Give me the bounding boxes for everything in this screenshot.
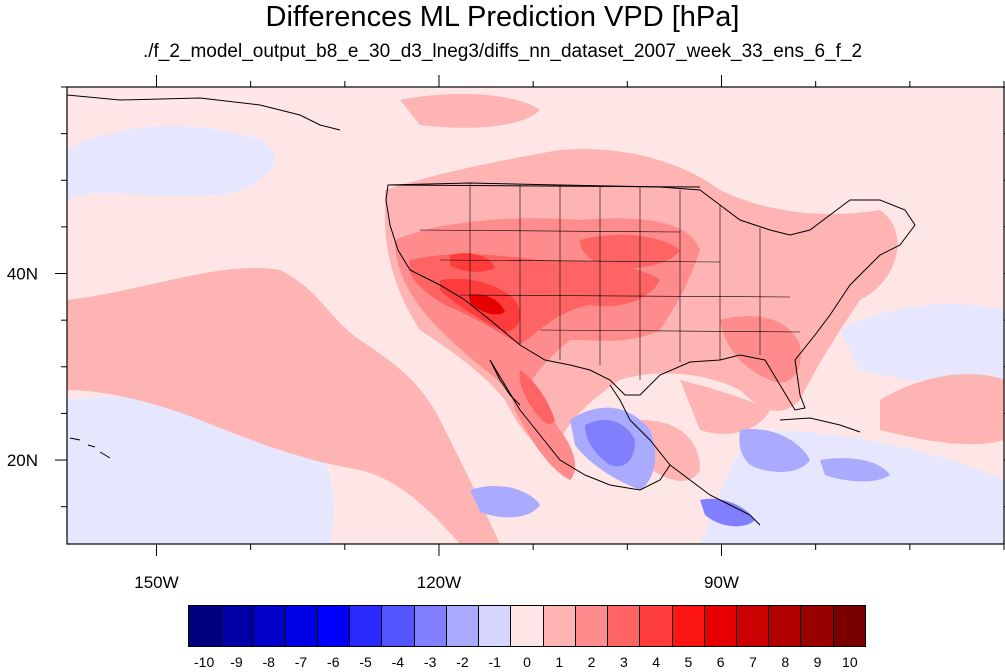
colorbar-swatch [414,606,447,646]
y-tick-label: 20N [7,451,38,470]
colorbar-swatch [285,606,318,646]
colorbar-label: -4 [391,654,405,670]
colorbar-swatch [640,606,673,646]
ocean-light-blue-region-north [67,126,275,200]
atlantic-pink-region [880,374,1004,445]
colorbar-label: -7 [294,654,308,670]
nevada-strong-red-patch [450,253,495,272]
colorbar-label: -3 [423,654,437,670]
mexico-salmon-strip [500,360,576,480]
colorbar-label: -5 [359,654,372,670]
colorbar-label: -6 [327,654,340,670]
colorbar-swatch [446,606,480,646]
colorbar-label: 8 [781,654,790,670]
great-plains-red-patch [580,234,680,269]
caribbean-pink-region [640,420,700,481]
coastlines [66,94,916,526]
map-title: Differences ML Prediction VPD [hPa] [265,1,740,33]
colorbar-swatch [253,606,286,646]
colorbar-swatch [704,606,737,646]
cuba-outline [779,417,861,433]
baja-outline [489,359,521,406]
baja-red-strip [519,370,555,425]
colorbar-label: 6 [716,654,725,670]
central-america-outline [669,464,761,526]
map-field [67,87,1004,544]
us-outline [385,182,916,411]
hawaii-islands [69,437,111,459]
southeast-salmon-region [720,316,801,383]
colorbar-swatch [511,606,544,646]
ocean-light-blue-region-east [840,304,1004,385]
pacific-blue-patch [470,485,540,518]
colorbar-swatch [479,606,512,646]
colorbar-label: -2 [456,654,469,670]
north-pacific-pink-patch [400,93,540,128]
alaska-coast [66,94,341,131]
state-lines [419,183,801,380]
mexico-mid-blue-core [585,420,635,467]
colorbar-label: -8 [262,654,275,670]
colorbar-label: 2 [587,654,596,670]
axis-ticks [55,75,1005,556]
colorbar-swatch [672,606,705,646]
colorbar-label: 5 [684,654,693,670]
colorbar-swatch [317,606,351,646]
panama-blue-patch [700,498,755,527]
colorbar-swatch [382,606,415,646]
x-tick-label: 120W [417,573,461,592]
colorbar-label: 3 [619,654,628,670]
x-tick-label: 90W [704,573,739,592]
colorbar-label: 7 [749,654,757,670]
colorbar-label: 0 [523,654,531,670]
colorbar-label: 4 [652,654,661,670]
y-tick-label: 40N [7,265,38,284]
colorbar-label: -9 [230,654,243,670]
colorbar-label: 10 [842,654,858,670]
colorbar-swatch [801,606,834,646]
colorbar-swatch [769,606,802,646]
deep-red-hotspot [470,294,505,315]
central-america-blue-patch [739,429,810,472]
x-tick-label: 150W [134,573,178,592]
caribbean-blue-patch [820,458,890,482]
colorbar-swatch [575,606,609,646]
colorbar-swatch [189,606,222,646]
gulf-pink-region [680,380,770,434]
colorbar-label: -1 [488,654,501,670]
colorbar-label: 9 [813,654,822,670]
colorbar-swatch [221,606,254,646]
axis-tick-labels: 150W 120W 90W 40N 20N [7,265,739,592]
colorbar-label: 1 [555,654,564,670]
colorbar-swatch [608,606,641,646]
southwest-red-region [409,254,660,345]
colorbar [188,605,866,647]
canada-border [387,184,701,188]
map-subtitle: ./f_2_model_output_b8_e_30_d3_lneg3/diff… [142,41,863,62]
colorbar-swatch [833,606,865,646]
map-frame [66,86,1005,545]
colorbar-swatch [350,606,383,646]
colorbar-swatch [543,606,576,646]
vpd-difference-map: 150W 120W 90W 40N 20N [7,75,1005,592]
colorbar-label: -10 [194,654,215,670]
mexico-outline [489,359,671,491]
colorbar-swatch [736,606,770,646]
pacific-pink-band [67,267,500,544]
